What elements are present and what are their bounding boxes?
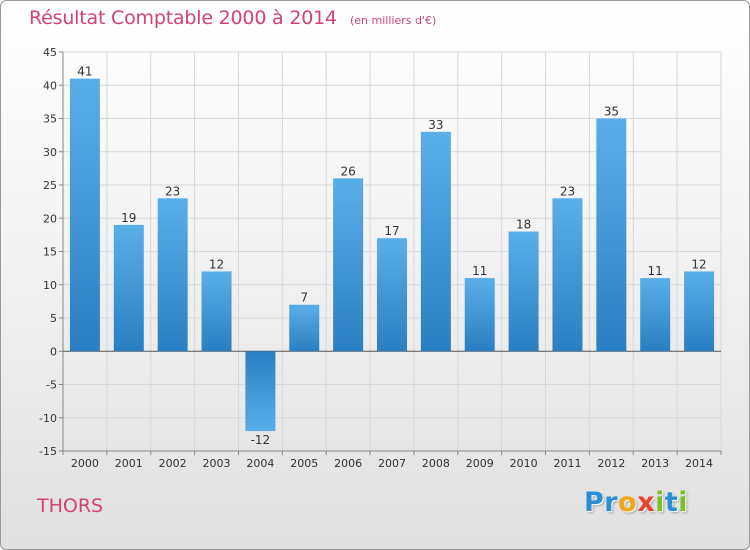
value-label-2002: 23 [165,184,180,198]
bar-2014 [684,271,715,352]
value-label-2010: 18 [516,218,531,232]
x-tick-label-2002: 2002 [159,457,187,470]
y-tick-label: 0 [50,345,57,358]
x-tick-label-2010: 2010 [510,457,538,470]
x-tick-label-2013: 2013 [641,457,669,470]
value-label-2003: 12 [209,257,224,271]
chart-subtitle: (en milliers d'€) [349,14,437,27]
y-tick-label: 15 [43,246,57,259]
bar-2000 [69,78,100,352]
bar-2007 [377,238,407,352]
axes: -15 -10 -5 0 5 10 15 20 25 30 35 40 45 2000 2001 2002 20… [39,46,722,470]
logo-letter: i [678,487,689,518]
x-tick-label-2014: 2014 [685,457,713,470]
y-tick-label: 45 [43,46,57,59]
chart-title: Résultat Comptable 2000 à 2014 [29,7,337,29]
bar-2002 [157,198,188,352]
proxiti-logo[interactable]: Proxiti [584,487,688,518]
value-label-2011: 23 [560,184,575,198]
bar-2010 [508,231,539,352]
y-tick-label: 25 [43,179,57,192]
x-tick-label-2003: 2003 [203,457,231,470]
logo-letter: i [655,487,665,518]
value-labels: 41 19 23 12 -12 7 26 17 33 11 18 23 35 11 12 [77,65,706,447]
bar-2009 [464,278,495,352]
value-label-2007: 17 [384,224,399,238]
y-tick-label: 5 [50,312,57,325]
y-tick-label: 35 [43,113,57,126]
bar-2012 [596,118,627,352]
commune-name: THORS [37,495,104,517]
bar-2006 [333,178,364,352]
y-tick-label: 20 [43,212,57,225]
x-tick-label-2004: 2004 [246,457,274,470]
logo-letter: x [637,487,656,518]
x-tick-label-2000: 2000 [71,457,99,470]
bar-2005 [289,304,320,352]
x-tick-label-2007: 2007 [378,457,406,470]
x-tick-label-2001: 2001 [115,457,143,470]
title-row: Résultat Comptable 2000 à 2014 (en milli… [29,7,436,29]
value-label-2009: 11 [472,264,487,278]
value-label-2001: 19 [121,211,136,225]
value-label-2012: 35 [604,105,619,119]
x-tick-label-2009: 2009 [466,457,494,470]
value-label-2014: 12 [691,257,706,271]
bar-2013 [640,278,671,352]
y-tick-label: 10 [43,279,57,292]
bars [69,78,715,432]
x-tick-label-2006: 2006 [334,457,362,470]
logo-letter: o [618,487,638,518]
value-label-2013: 11 [648,264,663,278]
logo-letter: t [664,487,679,518]
x-tick-label-2011: 2011 [553,457,581,470]
bar-2004 [245,351,276,432]
bar-2003 [201,271,232,352]
x-tick-label-2005: 2005 [290,457,318,470]
bar-2008 [420,131,451,352]
value-label-2004: -12 [251,433,271,447]
x-tick-label-2012: 2012 [597,457,625,470]
value-label-2008: 33 [428,118,443,132]
x-tick-label-2008: 2008 [422,457,450,470]
y-tick-label: 40 [43,79,57,92]
logo-letter: P [584,487,605,518]
value-label-2006: 26 [340,164,355,178]
value-label-2005: 7 [300,291,308,305]
value-label-2000: 41 [77,65,92,79]
y-tick-label: -5 [46,379,57,392]
logo-letter: r [604,487,619,518]
y-tick-label: 30 [43,146,57,159]
bar-2011 [552,198,583,352]
y-tick-label: -10 [39,412,57,425]
bar-2001 [113,224,144,352]
y-tick-label: -15 [39,445,57,458]
